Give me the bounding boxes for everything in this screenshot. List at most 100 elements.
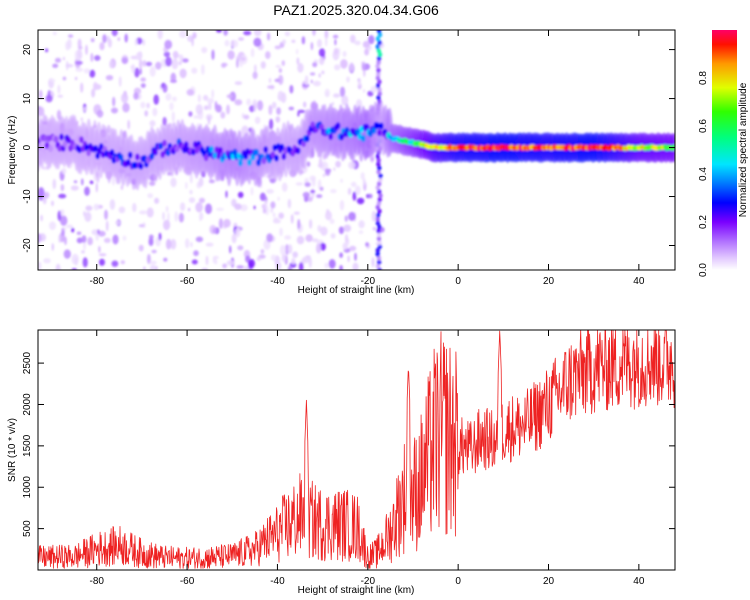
noise-blob xyxy=(267,85,275,89)
noise-blob xyxy=(201,64,205,75)
noise-blob xyxy=(284,235,292,240)
noise-blob xyxy=(260,61,266,69)
spike-blob xyxy=(376,59,381,65)
ridge-core xyxy=(279,143,285,151)
noise-blob xyxy=(70,185,79,191)
noise-blob xyxy=(49,78,56,83)
noise-blob xyxy=(253,102,257,112)
noise-blob xyxy=(298,262,304,270)
x-tick-label: 40 xyxy=(633,276,645,287)
ridge-core xyxy=(93,145,99,152)
noise-blob xyxy=(344,215,348,222)
noise-blob xyxy=(218,218,223,229)
noise-blob xyxy=(147,253,151,265)
noise-blob xyxy=(38,261,42,270)
ridge-core xyxy=(218,146,223,154)
noise-blob xyxy=(189,189,193,195)
noise-blob xyxy=(287,198,292,209)
ridge-core xyxy=(44,142,50,149)
ridge-core xyxy=(127,151,133,159)
noise-blob xyxy=(240,204,248,212)
noise-blob xyxy=(324,168,332,173)
noise-blob xyxy=(364,48,369,56)
noise-blob xyxy=(149,260,157,265)
noise-blob xyxy=(350,181,357,187)
noise-blob xyxy=(118,206,126,214)
noise-blob xyxy=(317,39,322,48)
noise-blob xyxy=(149,66,156,77)
ridge-core xyxy=(59,133,64,141)
noise-blob xyxy=(212,255,219,260)
x-tick-label: -20 xyxy=(361,276,376,287)
spike-blob xyxy=(377,32,383,38)
noise-blob xyxy=(178,212,184,223)
ridge-core xyxy=(359,125,364,133)
noise-blob xyxy=(292,251,299,258)
noise-blob xyxy=(112,234,119,245)
noise-blob xyxy=(142,60,147,67)
noise-blob xyxy=(272,212,276,218)
ridge-core xyxy=(77,146,82,154)
noise-blob xyxy=(182,58,189,63)
noise-blob xyxy=(54,58,62,63)
noise-blob xyxy=(214,101,218,110)
x-tick-label: -40 xyxy=(270,576,285,587)
ridge-core xyxy=(174,145,180,153)
noise-blob xyxy=(39,89,43,100)
noise-blob xyxy=(148,237,154,247)
noise-blob xyxy=(75,60,83,65)
noise-blob xyxy=(163,51,170,58)
noise-blob xyxy=(335,160,341,168)
noise-blob xyxy=(51,243,54,251)
noise-blob xyxy=(304,75,309,86)
noise-blob xyxy=(97,229,100,235)
noise-blob xyxy=(356,197,365,205)
ridge-core xyxy=(254,148,260,156)
ridge-core xyxy=(165,149,171,157)
noise-blob xyxy=(253,30,262,37)
noise-blob xyxy=(45,94,53,103)
noise-blob xyxy=(302,191,310,198)
noise-blob xyxy=(260,249,265,254)
noise-blob xyxy=(371,257,375,268)
colorbar-tick-label: 0.0 xyxy=(698,263,709,277)
noise-blob xyxy=(296,57,300,65)
spike-blob xyxy=(377,79,382,85)
noise-blob xyxy=(284,31,291,37)
noise-blob xyxy=(124,33,128,43)
noise-blob xyxy=(81,235,87,243)
noise-blob xyxy=(278,212,285,219)
noise-blob xyxy=(362,89,366,93)
noise-blob xyxy=(226,104,230,115)
spectrogram-ylabel: Frequency (Hz) xyxy=(7,116,18,185)
ridge-core xyxy=(98,143,104,151)
noise-blob xyxy=(193,250,199,257)
noise-blob xyxy=(170,177,177,188)
noise-blob xyxy=(149,120,156,127)
ridge-core xyxy=(153,148,158,156)
noise-blob xyxy=(112,175,115,186)
noise-blob xyxy=(152,107,158,117)
noise-blob xyxy=(205,242,214,247)
noise-blob xyxy=(220,111,226,119)
noise-blob xyxy=(58,193,67,199)
noise-blob xyxy=(347,187,352,195)
ridge-core xyxy=(236,152,242,160)
noise-blob xyxy=(266,233,273,243)
noise-blob xyxy=(226,94,233,99)
noise-blob xyxy=(139,58,143,70)
noise-blob xyxy=(67,38,72,50)
noise-blob xyxy=(205,203,212,215)
noise-blob xyxy=(270,254,276,261)
noise-blob xyxy=(40,214,43,222)
ridge-core xyxy=(335,122,341,130)
noise-blob xyxy=(352,262,359,270)
colorbar: 0.0 0.2 0.4 0.6 0.8 Normalized spectral ampl… xyxy=(698,30,749,277)
ridge-core xyxy=(328,133,334,140)
noise-blob xyxy=(320,226,328,236)
noise-blob xyxy=(367,90,374,97)
noise-blob xyxy=(350,34,356,44)
x-tick-label: 0 xyxy=(455,576,461,587)
noise-blob xyxy=(163,219,171,231)
noise-blob xyxy=(370,157,374,161)
